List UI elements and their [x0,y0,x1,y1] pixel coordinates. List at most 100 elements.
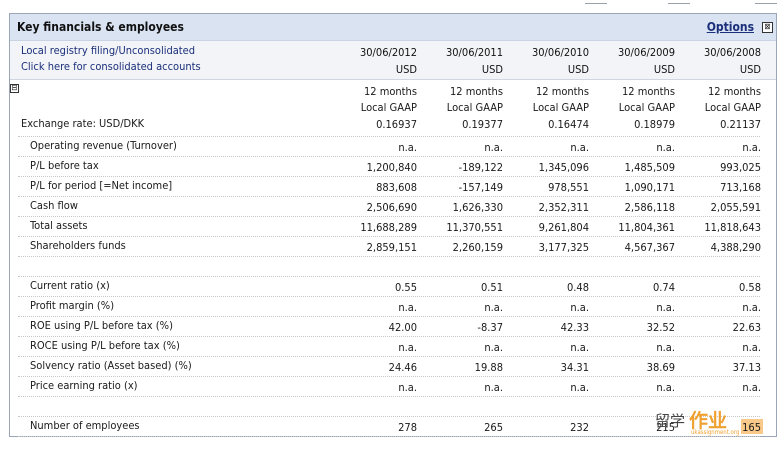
row-divider [18,356,760,357]
table-cell: 11,818,643 [704,221,761,234]
table-cell: 11,370,551 [446,221,503,234]
column-currency: USD [567,63,589,76]
table-cell: 2,352,311 [538,201,589,214]
table-cell: 0.74 [652,281,675,294]
row-label: Solvency ratio (Asset based) (%) [30,359,192,372]
table-cell: 37.13 [732,361,761,374]
row-divider [18,256,760,257]
top-edge-marks [0,0,782,4]
table-cell: 3,177,325 [538,241,589,254]
row-label: Price earning ratio (x) [30,379,138,392]
table-cell: n.a. [570,301,589,314]
table-cell: 1,485,509 [624,161,675,174]
row-label: Operating revenue (Turnover) [30,139,177,152]
column-currency: USD [653,63,675,76]
table-cell: 883,608 [376,181,417,194]
table-cell: 0.55 [394,281,417,294]
row-divider [18,396,760,397]
table-cell: n.a. [398,381,417,394]
table-cell: 0.48 [566,281,589,294]
column-standard: Local GAAP [704,101,761,114]
row-label: ROCE using P/L before tax (%) [30,339,180,352]
row-divider [18,416,760,417]
consolidated-accounts-link[interactable]: Click here for consolidated accounts [21,60,201,73]
table-cell: 1,090,171 [624,181,675,194]
table-cell: 2,859,151 [366,241,417,254]
column-period: 12 months [363,85,417,98]
column-standard: Local GAAP [618,101,675,114]
table-cell: 2,506,690 [366,201,417,214]
row-divider [18,316,760,317]
row-label: Cash flow [30,199,78,212]
row-divider [18,276,760,277]
collapse-toggle-icon[interactable]: ⊟ [10,83,19,93]
key-financials-panel: Key financials & employees Options ⊠ Loc… [9,13,777,437]
column-standard: Local GAAP [360,101,417,114]
row-label: Current ratio (x) [30,279,110,292]
close-icon[interactable]: ⊠ [762,22,773,33]
table-cell: 11,688,289 [360,221,417,234]
table-cell: 38.69 [646,361,675,374]
column-standard: Local GAAP [532,101,589,114]
table-cell: -157,149 [458,181,503,194]
column-date: 30/06/2010 [531,46,589,59]
row-divider [18,136,760,137]
options-link[interactable]: Options [706,20,754,34]
watermark-cn-text: 留学 [655,412,686,430]
column-period: 12 months [449,85,503,98]
table-cell: 1,626,330 [452,201,503,214]
column-rate: 0.19377 [462,118,503,131]
row-divider [18,376,760,377]
table-cell: -189,122 [458,161,503,174]
row-divider [18,436,760,437]
column-rate: 0.21137 [720,118,761,131]
table-cell: 2,055,591 [710,201,761,214]
table-cell: n.a. [398,301,417,314]
row-label: Profit margin (%) [30,299,115,312]
watermark-logo: 留学 作业 ukassignment.org [655,410,765,440]
watermark-big-text: 作业 [689,410,728,432]
highlight-mark [741,419,763,434]
row-divider [18,176,760,177]
table-cell: n.a. [742,141,761,154]
row-divider [18,216,760,217]
table-cell: 32.52 [646,321,675,334]
table-cell: 22.63 [732,321,761,334]
table-cell: 713,168 [720,181,761,194]
edge-mark [585,0,607,4]
watermark-url-text: ukassignment.org [691,429,740,436]
table-cell: 1,345,096 [538,161,589,174]
row-divider [18,196,760,197]
row-divider [18,156,760,157]
column-rate: 0.18979 [634,118,675,131]
column-currency: USD [739,63,761,76]
table-cell: 42.00 [388,321,417,334]
column-period: 12 months [535,85,589,98]
table-cell: 165 [742,421,761,434]
table-cell: -8.37 [477,321,503,334]
table-cell: 24.46 [388,361,417,374]
table-cell: n.a. [742,301,761,314]
table-cell: 232 [570,421,589,434]
column-date: 30/06/2008 [703,46,761,59]
row-label: Total assets [30,219,88,232]
column-currency: USD [395,63,417,76]
table-cell: 42.33 [560,321,589,334]
column-period: 12 months [621,85,675,98]
row-label: P/L for period [=Net income] [30,179,173,192]
table-cell: n.a. [742,341,761,354]
table-cell: n.a. [484,301,503,314]
filing-type-label: Local registry filing/Unconsolidated [21,44,196,57]
panel-header: Key financials & employees Options ⊠ [10,14,776,41]
column-rate: 0.16937 [376,118,417,131]
table-cell: n.a. [484,381,503,394]
table-cell: n.a. [742,381,761,394]
row-label: Shareholders funds [30,239,126,252]
table-cell: n.a. [570,341,589,354]
row-divider [18,236,760,237]
table-cell: n.a. [398,341,417,354]
row-label: ROE using P/L before tax (%) [30,319,173,332]
table-cell: 0.51 [480,281,503,294]
table-cell: n.a. [484,141,503,154]
filing-subheader: Local registry filing/Unconsolidated Cli… [10,41,776,80]
